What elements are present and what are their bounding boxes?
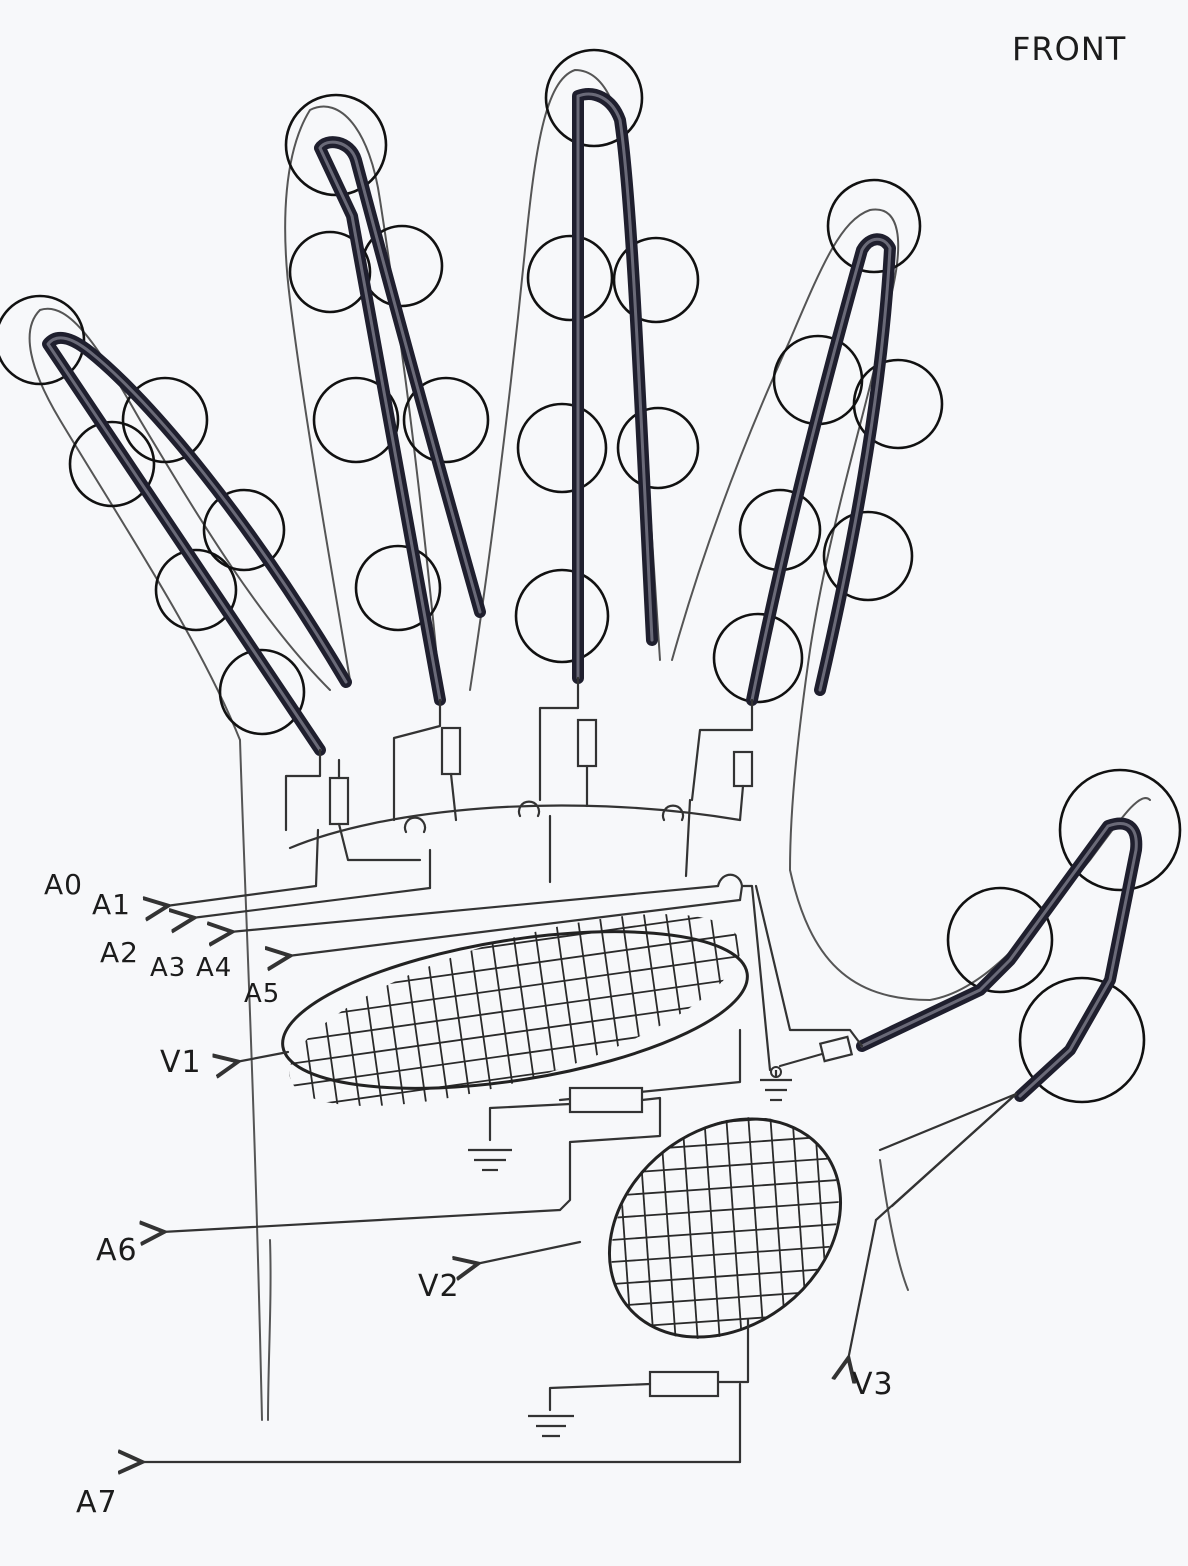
- grid-line: [575, 1154, 876, 1178]
- grid-line: [269, 972, 761, 1047]
- pad-circle: [154, 548, 238, 632]
- resistor-icon: [328, 776, 350, 826]
- ground-icon: [468, 1148, 512, 1172]
- pad-circle: [68, 420, 156, 508]
- output-label-v1: V1: [160, 1045, 202, 1080]
- pad-circle: [516, 402, 608, 494]
- pad-circle: [826, 178, 922, 274]
- resistor-icon: [732, 750, 754, 788]
- output-label-a7: A7: [76, 1485, 118, 1520]
- ground-icon: [760, 1066, 792, 1102]
- pad-circle: [544, 48, 644, 148]
- pad-circle: [712, 612, 804, 704]
- output-label-a6: A6: [96, 1233, 138, 1268]
- grid-line: [588, 1330, 884, 1353]
- pad-circle: [0, 294, 86, 386]
- output-label-v2: V2: [418, 1269, 460, 1304]
- flex-sensors: [42, 88, 1143, 1102]
- output-label-a0: A0: [44, 868, 83, 901]
- view-label: FRONT: [1012, 30, 1126, 68]
- grid-line: [583, 1264, 884, 1287]
- grid-line: [585, 1286, 884, 1309]
- output-label-a1: A1: [92, 888, 131, 921]
- pad-circle: [852, 358, 944, 450]
- grid-line: [269, 950, 761, 1025]
- grid-line: [768, 1096, 788, 1357]
- ground-icon: [528, 1414, 574, 1438]
- grid-line: [570, 1110, 591, 1370]
- pad-circle: [402, 376, 490, 464]
- thumb-output: [848, 1092, 1018, 1360]
- flex-sensor-little: [42, 331, 352, 756]
- output-label-a2: A2: [100, 936, 139, 969]
- grid-line: [582, 1242, 882, 1265]
- pad-circle: [288, 230, 372, 314]
- finger-pads: [0, 48, 1182, 1104]
- grid-line: [614, 1107, 635, 1367]
- resistor-icon: [576, 718, 598, 768]
- output-label-a5: A5: [244, 979, 280, 1009]
- grid-line: [580, 1220, 880, 1244]
- pad-circle: [514, 568, 610, 664]
- pad-circle: [312, 376, 400, 464]
- pad-circle: [1058, 768, 1182, 892]
- output-label-v3: V3: [852, 1367, 894, 1402]
- palm-pressure-sensor-v1: [236, 874, 761, 1146]
- resistor-icon: [818, 1035, 854, 1063]
- pad-circle: [218, 648, 306, 736]
- hand-outline: [28, 69, 1151, 1421]
- pad-circle: [202, 488, 286, 572]
- grid-line: [289, 930, 323, 1146]
- resistor-icon: [440, 726, 462, 776]
- grid-line: [592, 1108, 613, 1369]
- grid-line: [577, 1176, 877, 1200]
- palm-pressure-sensor-v2: [140, 1088, 884, 1462]
- v1-divider: [162, 1086, 662, 1232]
- resistor-icon: [568, 1086, 644, 1114]
- pad-circle: [612, 236, 700, 324]
- grid-line: [811, 1093, 832, 1353]
- pad-circle: [354, 544, 442, 632]
- grid-line: [269, 933, 301, 1146]
- grid-line: [574, 1132, 874, 1156]
- pad-circle: [946, 886, 1054, 994]
- output-label-a3: A3: [150, 953, 186, 983]
- output-label-a4: A4: [196, 953, 232, 983]
- knuckle-circuit: [166, 676, 864, 1072]
- flex-sensor-index: [746, 233, 896, 706]
- grid-line: [579, 1198, 879, 1222]
- pad-circle: [121, 376, 209, 464]
- pad-circle: [1018, 976, 1146, 1104]
- pad-circle: [616, 406, 700, 490]
- resistor-icon: [648, 1370, 720, 1398]
- pad-circle: [526, 234, 614, 322]
- pad-circle: [822, 510, 914, 602]
- grid-line: [855, 1090, 876, 1350]
- flex-sensor-thumb: [856, 817, 1143, 1102]
- grid-line: [269, 906, 761, 982]
